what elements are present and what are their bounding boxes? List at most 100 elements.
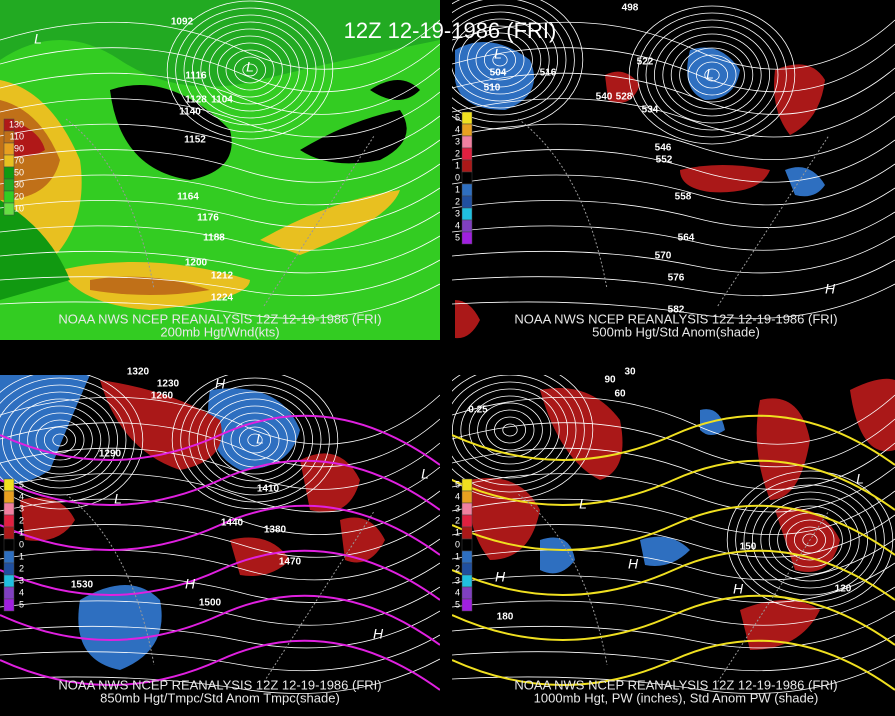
contour-line — [0, 211, 440, 251]
isotherm — [452, 504, 895, 556]
contour-line — [0, 466, 440, 513]
contour-label: 1188 — [203, 233, 225, 244]
contour-label: 1200 — [185, 258, 208, 269]
contour-line — [0, 139, 440, 183]
contour-ring — [452, 375, 577, 486]
legend-swatch — [3, 538, 15, 552]
contour-ring — [696, 61, 729, 89]
legend-label: 3 — [455, 208, 460, 218]
legend-swatch — [461, 538, 473, 552]
legend-swatch — [3, 178, 15, 192]
contour-label: 570 — [655, 251, 672, 262]
legend-label: 3 — [455, 503, 460, 513]
contour-line — [0, 538, 440, 581]
contour-line — [0, 19, 440, 70]
legend-swatch — [461, 502, 473, 516]
contour-ring — [188, 384, 322, 496]
contour-label: 1500 — [199, 598, 222, 609]
contour-ring — [485, 409, 535, 451]
legend-label: 1 — [455, 184, 460, 194]
legend-label: 2 — [19, 515, 24, 525]
contour-line — [0, 187, 440, 228]
contour-label: 564 — [678, 233, 695, 244]
contour-ring — [637, 12, 787, 138]
contour-ring — [687, 54, 737, 96]
coastline — [518, 118, 829, 307]
pressure-center: H — [215, 376, 226, 392]
contour-ring — [760, 498, 860, 582]
contour-line — [0, 610, 440, 649]
legend-label: 20 — [14, 191, 24, 201]
contour-ring — [217, 42, 283, 98]
legend-label: 0 — [455, 539, 460, 549]
contour-ring — [645, 19, 779, 131]
panel-caption: NOAA NWS NCEP REANALYSIS 12Z 12-19-1986 … — [58, 311, 381, 326]
contour-label: 528 — [616, 92, 633, 103]
contour-label: 558 — [675, 192, 692, 203]
contour-ring — [493, 416, 526, 444]
legend-label: 5 — [19, 599, 24, 609]
panel-caption: 200mb Hgt/Wnd(kts) — [160, 324, 279, 339]
contour-ring — [27, 412, 93, 468]
contour-line — [452, 610, 895, 649]
legend-swatch — [461, 586, 473, 600]
pressure-center: L — [494, 46, 502, 62]
legend-swatch — [461, 490, 473, 504]
legend-swatch — [461, 231, 473, 245]
contour-label: 1116 — [185, 71, 207, 82]
contour-label: 60 — [614, 389, 626, 400]
legend-label: 30 — [14, 179, 24, 189]
anomaly-shading — [452, 0, 895, 340]
legend-label: 130 — [9, 119, 24, 129]
legend-label: 0 — [455, 172, 460, 182]
panel-caption: 1000mb Hgt, PW (inches), Std Anom PW (sh… — [534, 690, 819, 705]
contour-line — [452, 235, 895, 274]
contour-label: 1290 — [99, 449, 122, 460]
contour-line — [0, 91, 440, 138]
contour-label: 90 — [604, 375, 616, 386]
isotherm — [452, 639, 895, 691]
contour-line — [452, 163, 895, 206]
legend-label: 3 — [455, 136, 460, 146]
legend-swatch — [3, 562, 15, 576]
contour-ring — [44, 426, 77, 454]
contour-label: 1176 — [197, 213, 219, 224]
panel-caption: 500mb Hgt/Std Anom(shade) — [592, 324, 760, 339]
panel-caption: NOAA NWS NCEP REANALYSIS 12Z 12-19-1986 … — [514, 677, 837, 692]
legend-swatch — [3, 586, 15, 600]
contour-ring — [502, 423, 518, 437]
coastline — [65, 493, 375, 683]
isotherm — [0, 504, 440, 556]
isotherm — [452, 549, 895, 601]
legend-swatch — [461, 478, 473, 492]
contour-line — [0, 442, 440, 490]
contour-ring — [171, 375, 339, 510]
contour-label: 582 — [668, 305, 685, 316]
contour-label: 1128 — [185, 95, 207, 106]
contour-line — [452, 187, 895, 228]
legend-label: 2 — [455, 563, 460, 573]
legend-swatch — [461, 219, 473, 233]
contour-label: 576 — [668, 273, 685, 284]
legend-swatch — [461, 598, 473, 612]
panel-caption: 850mb Hgt/Tmpc/Std Anom Tmpc(shade) — [100, 690, 340, 705]
panel-caption: NOAA NWS NCEP REANALYSIS 12Z 12-19-1986 … — [514, 311, 837, 326]
contour-ring — [475, 39, 525, 81]
legend-label: 4 — [455, 220, 460, 230]
contour-ring — [785, 519, 835, 561]
contour-ring — [242, 63, 258, 77]
contour-line — [452, 19, 895, 70]
contour-ring — [628, 5, 796, 145]
legend-swatch — [461, 574, 473, 588]
contour-label: 1440 — [221, 518, 244, 529]
pressure-center: H — [373, 626, 384, 642]
contour-ring — [247, 433, 263, 447]
pressure-center: L — [114, 491, 122, 507]
contour-ring — [768, 505, 852, 575]
legend-swatch — [3, 166, 15, 180]
contour-label: 180 — [497, 612, 514, 623]
contour-ring — [743, 484, 877, 596]
contour-ring — [233, 56, 266, 84]
